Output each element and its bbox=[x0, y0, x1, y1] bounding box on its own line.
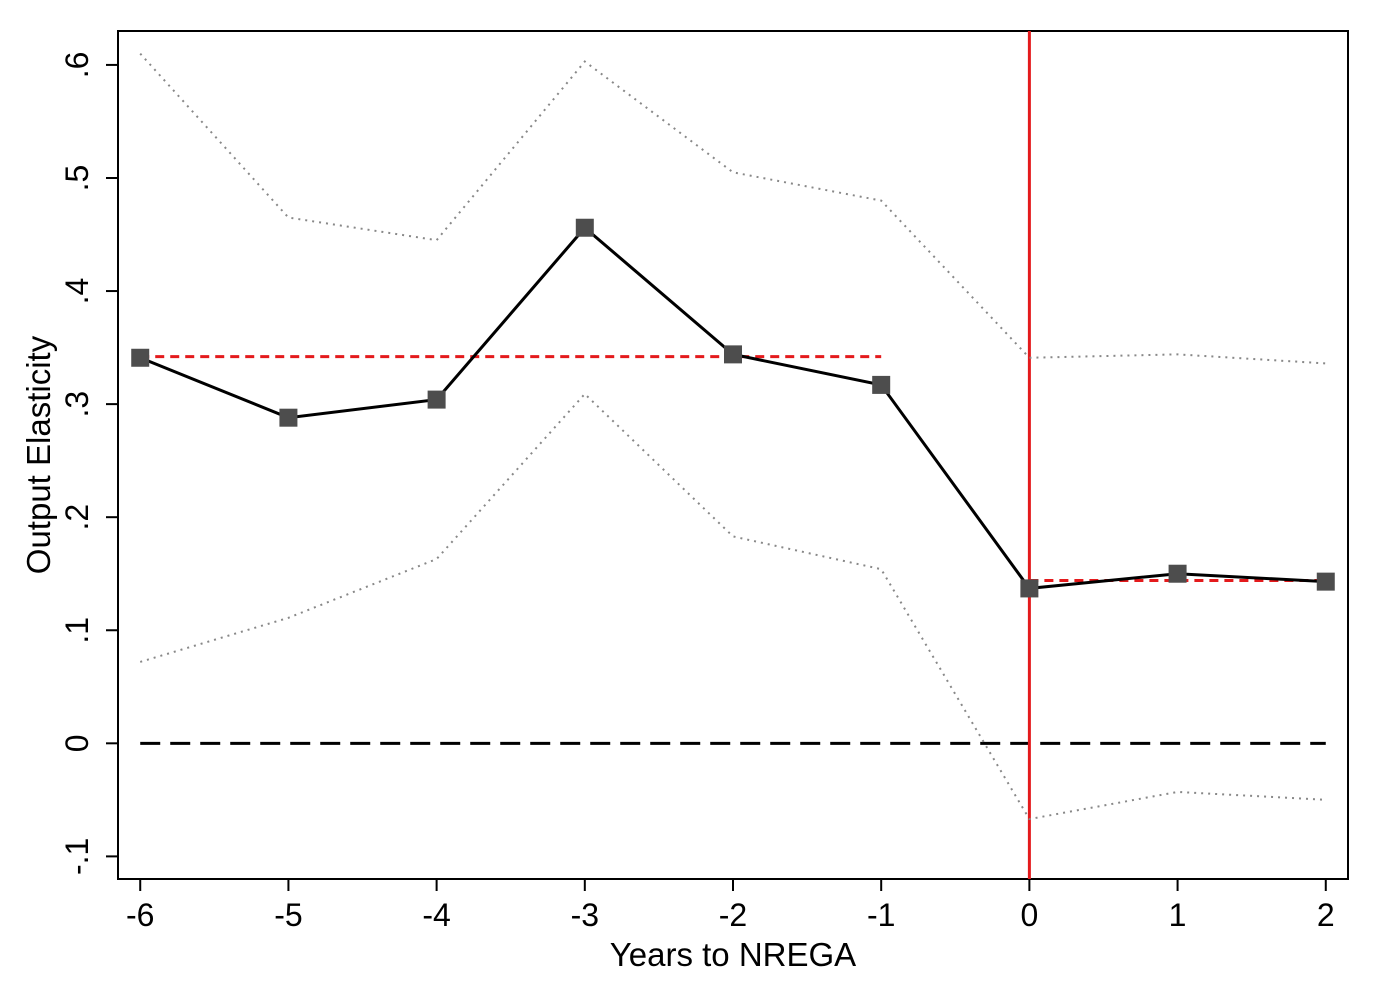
y-tick-label: 0 bbox=[59, 734, 95, 752]
y-tick-label: .4 bbox=[59, 278, 95, 305]
x-tick-label: -3 bbox=[571, 897, 599, 933]
estimate-point bbox=[131, 348, 150, 367]
confidence-interval-lines bbox=[139, 52, 1326, 821]
reference-lines bbox=[140, 31, 1326, 879]
y-tick-label: .2 bbox=[59, 504, 95, 531]
x-tick-label: 2 bbox=[1317, 897, 1335, 933]
estimate-point bbox=[279, 408, 298, 427]
estimate-point bbox=[1168, 564, 1187, 583]
x-tick-label: -1 bbox=[867, 897, 895, 933]
estimate-point bbox=[427, 390, 446, 409]
x-axis: -6 -5 -4 -3 -2 -1 0 1 2 bbox=[126, 879, 1335, 933]
y-tick-label: .1 bbox=[59, 617, 95, 644]
x-axis-label: Years to NREGA bbox=[610, 936, 856, 973]
plot-area-frame bbox=[117, 30, 1349, 880]
y-tick-label: .5 bbox=[59, 165, 95, 192]
estimate-point bbox=[575, 218, 594, 237]
y-axis-label: Output Elasticity bbox=[20, 335, 57, 574]
y-tick-label: .6 bbox=[59, 52, 95, 79]
estimate-series bbox=[131, 218, 1335, 598]
x-tick-label: -6 bbox=[126, 897, 154, 933]
x-tick-label: -5 bbox=[274, 897, 302, 933]
y-tick-label: .3 bbox=[59, 391, 95, 418]
x-tick-label: -4 bbox=[422, 897, 450, 933]
y-tick-label: -.1 bbox=[59, 838, 95, 875]
x-tick-label: -2 bbox=[719, 897, 747, 933]
ci-upper-line bbox=[139, 52, 1326, 365]
estimate-point bbox=[1020, 579, 1039, 598]
estimate-point bbox=[872, 375, 891, 394]
estimate-point bbox=[1316, 572, 1335, 591]
x-tick-label: 0 bbox=[1020, 897, 1038, 933]
estimate-point bbox=[724, 345, 742, 364]
x-tick-label: 1 bbox=[1169, 897, 1187, 933]
y-axis: -.1 0 .1 .2 .3 .4 .5 .6 bbox=[59, 52, 118, 875]
ci-lower-line bbox=[139, 392, 1326, 821]
estimate-line bbox=[139, 225, 1326, 590]
